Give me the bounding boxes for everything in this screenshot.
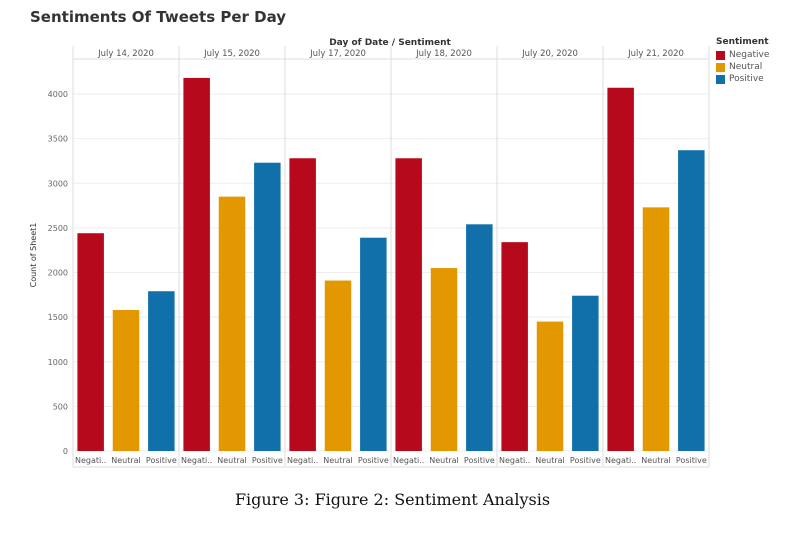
y-tick-label: 3000 — [48, 179, 68, 188]
bar-positive — [466, 224, 493, 451]
y-tick-label: 3500 — [48, 135, 68, 144]
x-category-label: Neutral — [217, 456, 247, 465]
bar-neutral — [536, 321, 564, 451]
y-tick-label: 1500 — [48, 313, 68, 322]
bar-positive — [254, 162, 281, 451]
y-axis-label: Count of Sheet1 — [29, 223, 38, 288]
legend-swatch-neutral — [716, 62, 725, 72]
x-category-label: Positive — [146, 456, 177, 465]
x-category-label: Positive — [570, 456, 601, 465]
x-category-label: Neutral — [111, 456, 141, 465]
legend-label-neutral: Neutral — [729, 62, 763, 72]
legend-swatch-positive — [716, 74, 725, 84]
x-category-label: Positive — [676, 456, 707, 465]
y-tick-label: 500 — [53, 402, 68, 411]
bar-neutral — [112, 309, 140, 451]
bar-positive — [678, 150, 705, 452]
bar-positive — [360, 237, 387, 451]
x-category-label: Negati.. — [499, 456, 530, 465]
legend-swatch-negative — [716, 50, 725, 60]
group-header-label: July 21, 2020 — [627, 49, 684, 59]
x-category-label: Positive — [464, 456, 495, 465]
x-category-label: Neutral — [535, 456, 565, 465]
y-tick-label: 0 — [63, 447, 68, 456]
bar-neutral — [430, 268, 458, 451]
header-axis-label: Day of Date / Sentiment — [329, 38, 451, 48]
x-category-label: Negati.. — [605, 456, 636, 465]
bar-neutral — [642, 207, 670, 451]
bar-negative — [395, 158, 422, 451]
figure-caption: Figure 3: Figure 2: Sentiment Analysis — [234, 490, 551, 509]
x-category-label: Positive — [358, 456, 389, 465]
group-header-label: July 15, 2020 — [203, 49, 260, 59]
x-category-label: Negati.. — [181, 456, 212, 465]
group-header-label: July 17, 2020 — [309, 49, 366, 59]
x-category-label: Neutral — [429, 456, 459, 465]
x-category-label: Neutral — [323, 456, 353, 465]
legend-item-negative[interactable]: Negative — [716, 49, 769, 61]
legend-label-positive: Positive — [729, 74, 764, 84]
x-category-label: Positive — [252, 456, 283, 465]
bar-neutral — [218, 196, 246, 451]
legend-item-neutral[interactable]: Neutral — [716, 61, 769, 73]
legend: Sentiment Negative Neutral Positive — [716, 37, 769, 85]
bar-negative — [607, 87, 634, 451]
group-header-label: July 18, 2020 — [415, 49, 472, 59]
y-tick-label: 1000 — [48, 358, 68, 367]
bar-positive — [572, 295, 599, 451]
bar-negative — [77, 233, 104, 451]
legend-label-negative: Negative — [729, 50, 770, 60]
x-category-label: Neutral — [641, 456, 671, 465]
bar-negative — [501, 242, 528, 451]
bar-negative — [183, 77, 210, 451]
y-tick-label: 2500 — [48, 224, 68, 233]
x-category-label: Negati.. — [75, 456, 106, 465]
y-tick-label: 4000 — [48, 90, 68, 99]
legend-title: Sentiment — [716, 37, 769, 47]
x-category-label: Negati.. — [393, 456, 424, 465]
y-tick-label: 2000 — [48, 269, 68, 278]
bar-chart: Day of Date / Sentiment 0 500 1000 1500 2000 2… — [29, 38, 710, 468]
bar-neutral — [324, 280, 352, 451]
bar-positive — [148, 291, 175, 451]
chart-title: Sentiments Of Tweets Per Day — [30, 8, 287, 26]
bar-negative — [289, 158, 316, 451]
x-category-label: Negati.. — [287, 456, 318, 465]
legend-item-positive[interactable]: Positive — [716, 73, 769, 85]
group-header-label: July 14, 2020 — [97, 49, 154, 59]
group-header-label: July 20, 2020 — [521, 49, 578, 59]
